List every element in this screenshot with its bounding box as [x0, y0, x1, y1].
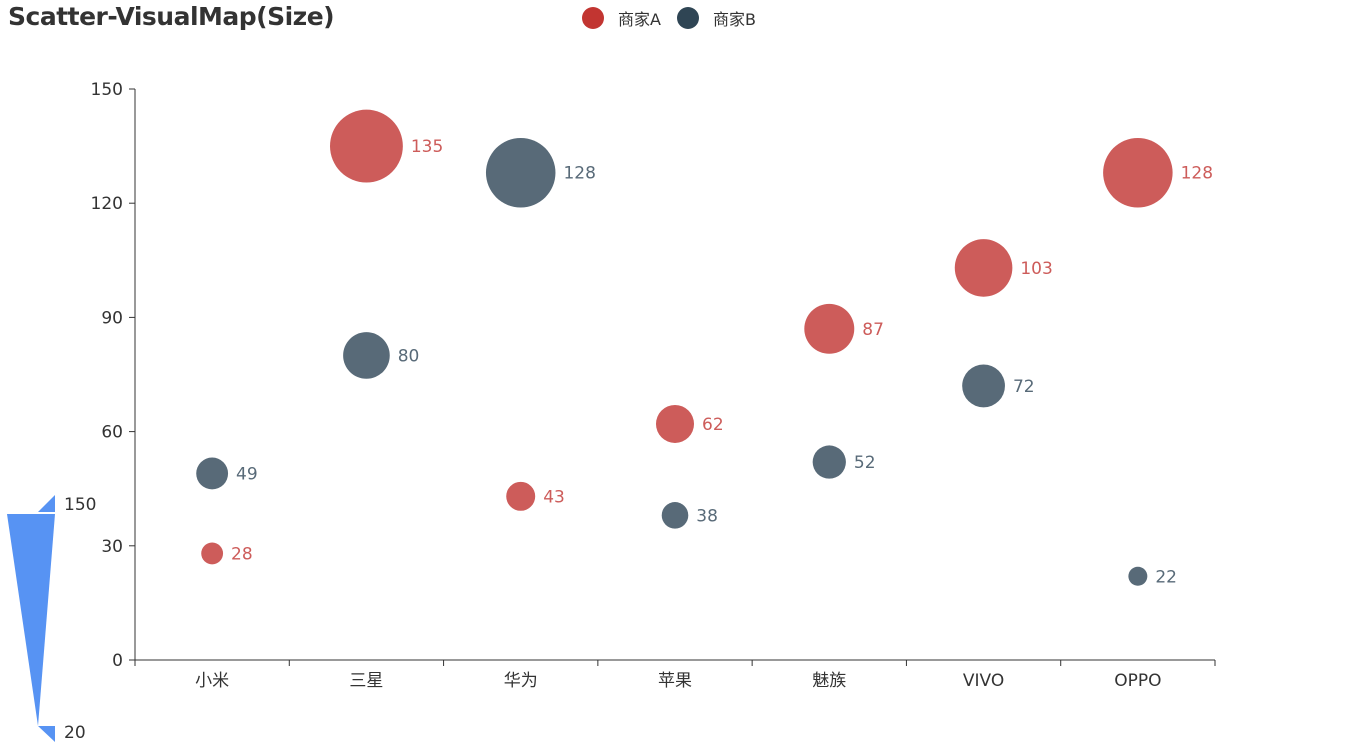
scatter-point[interactable]: [661, 502, 689, 529]
data-points: 28 135 43 62 87 103 128 49 80 128 38 52 72 22: [196, 109, 1213, 587]
data-label: 72: [1013, 377, 1035, 397]
x-tick-label: 苹果: [658, 671, 692, 691]
y-tick-label: 0: [112, 651, 123, 671]
scatter-point[interactable]: [962, 364, 1005, 408]
legend-label-series-a: 商家A: [618, 10, 661, 29]
data-label: 62: [702, 415, 724, 435]
y-tick-label: 90: [101, 308, 123, 328]
data-label: 87: [862, 320, 884, 340]
x-tick-label: 小米: [195, 671, 229, 691]
scatter-point[interactable]: [201, 542, 224, 565]
scatter-point[interactable]: [804, 303, 855, 354]
data-label: 38: [696, 506, 718, 526]
scatter-point[interactable]: [1128, 566, 1148, 586]
x-tick-label: OPPO: [1114, 671, 1161, 691]
scatter-point[interactable]: [655, 404, 695, 444]
legend-item-series-b[interactable]: 商家B: [676, 6, 756, 30]
visual-map-min-label: 20: [64, 723, 86, 743]
data-label: 135: [411, 137, 443, 157]
x-tick-label: VIVO: [963, 671, 1004, 691]
visual-map-max-label: 150: [64, 495, 96, 515]
y-tick-label: 150: [91, 80, 123, 100]
scatter-point[interactable]: [506, 481, 536, 511]
scatter-point[interactable]: [812, 445, 846, 479]
visual-map-bar[interactable]: [7, 514, 55, 726]
x-tick-label: 魅族: [812, 671, 846, 691]
y-tick-label: 30: [101, 537, 123, 557]
visual-map-handle-top[interactable]: [38, 495, 55, 512]
scatter-point[interactable]: [196, 457, 229, 490]
data-label: 43: [543, 487, 565, 507]
visual-map-handle-bottom[interactable]: [38, 726, 55, 742]
visual-map[interactable]: 150 20: [7, 495, 96, 743]
axes: 0 30 60 90 120 150 小米 三星 华为 苹果 魅族 VIVO OPPO: [91, 80, 1216, 691]
legend-label-series-b: 商家B: [712, 10, 756, 29]
data-label: 128: [563, 164, 595, 184]
scatter-point[interactable]: [1103, 137, 1173, 208]
legend-item-series-a[interactable]: 商家A: [582, 6, 661, 30]
scatter-point[interactable]: [343, 332, 390, 379]
data-label: 28: [231, 544, 253, 564]
y-tick-label: 60: [101, 423, 123, 443]
scatter-point[interactable]: [485, 137, 556, 208]
data-label: 49: [236, 464, 258, 484]
legend: 商家A 商家B: [582, 6, 772, 30]
legend-marker-series-a: [582, 7, 604, 29]
x-tick-label: 华为: [504, 671, 538, 691]
legend-marker-series-b: [676, 7, 699, 29]
scatter-point[interactable]: [330, 109, 403, 183]
scatter-point[interactable]: [954, 239, 1013, 297]
x-tick-label: 三星: [349, 671, 383, 691]
data-label: 22: [1155, 567, 1177, 587]
data-label: 80: [398, 346, 420, 366]
data-label: 52: [854, 453, 876, 473]
data-label: 103: [1020, 259, 1052, 279]
chart-title: Scatter-VisualMap(Size): [8, 2, 335, 31]
y-tick-label: 120: [91, 194, 123, 214]
data-label: 128: [1181, 164, 1213, 184]
